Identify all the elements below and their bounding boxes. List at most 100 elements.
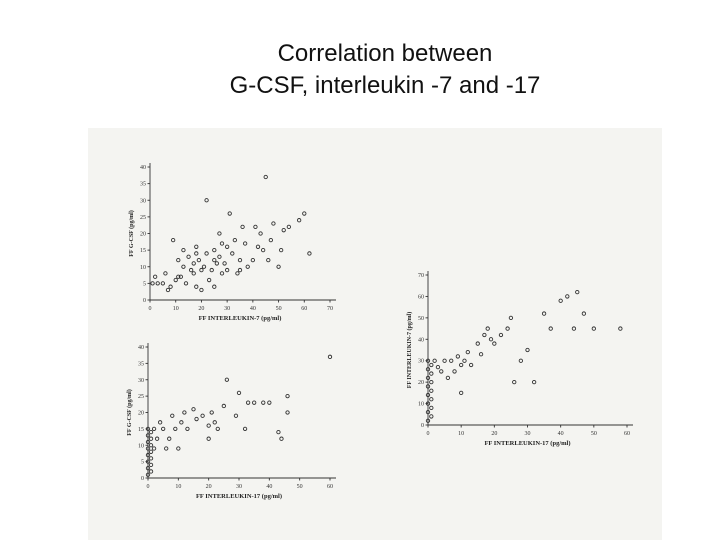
data-point: [167, 436, 172, 441]
data-point: [465, 349, 470, 355]
data-point: [145, 426, 151, 432]
data-point: [173, 426, 178, 432]
data-point: [452, 369, 457, 374]
data-point: [152, 274, 158, 279]
data-point: [285, 410, 290, 415]
scanned-figure-background: [88, 128, 662, 540]
data-point: [170, 237, 176, 243]
data-point: [462, 358, 467, 363]
data-point: [170, 413, 175, 418]
data-point: [173, 277, 178, 283]
data-point: [435, 364, 441, 370]
data-point: [148, 462, 154, 468]
x-tick-label: 10: [175, 484, 181, 490]
data-point: [150, 281, 155, 286]
data-point: [307, 251, 312, 256]
data-point: [215, 426, 220, 432]
data-point: [237, 267, 243, 273]
x-axis-label: FF INTERLEUKIN-7 (pg/ml): [199, 315, 282, 322]
data-point: [179, 420, 184, 425]
y-axis-label: FF G-CSF (pg/ml): [128, 210, 135, 257]
y-axis-label: FF G-CSF (pg/ml): [126, 389, 133, 436]
data-point: [242, 241, 248, 246]
data-point: [281, 228, 286, 233]
data-point: [525, 347, 530, 353]
x-tick-label: 50: [276, 306, 282, 312]
data-point: [224, 267, 230, 273]
data-point: [267, 400, 272, 405]
data-point: [548, 326, 553, 331]
scatter-chart-2: 0 10 20 30 40 50 60 0 5 10 15 20 25 30 35 40 FF INTERLEU…: [126, 343, 336, 500]
title-line-2: G-CSF, interleukin -7 and -17: [229, 72, 541, 99]
data-point: [151, 426, 157, 432]
x-tick-label: 10: [458, 431, 464, 437]
y-tick-label: 10: [140, 265, 146, 271]
data-point: [276, 264, 281, 269]
data-point: [276, 429, 281, 435]
data-point: [432, 358, 437, 363]
data-point: [206, 423, 211, 428]
y-tick-label: 35: [138, 361, 144, 367]
data-point: [204, 251, 209, 256]
data-point: [145, 433, 151, 438]
data-point: [442, 358, 447, 363]
data-point: [185, 426, 190, 432]
data-point: [459, 362, 464, 368]
data-point: [188, 267, 194, 273]
data-point: [183, 281, 189, 286]
data-point: [145, 446, 151, 451]
x-tick-label: 60: [301, 306, 307, 312]
data-point: [199, 267, 204, 273]
data-point: [240, 224, 245, 230]
data-point: [498, 332, 504, 338]
y-tick-label: 25: [140, 215, 146, 221]
data-point: [219, 271, 225, 276]
y-tick-label: 0: [421, 423, 424, 429]
x-tick-label: 10: [173, 306, 179, 312]
y-tick-label: 0: [143, 298, 146, 304]
data-point: [512, 379, 517, 385]
data-point: [176, 257, 181, 263]
data-point: [227, 211, 232, 216]
y-tick-label: 60: [418, 294, 424, 300]
x-tick-label: 60: [624, 431, 630, 437]
data-point: [488, 337, 494, 342]
data-point: [271, 221, 276, 226]
data-point: [302, 211, 307, 216]
data-point: [157, 420, 163, 425]
x-tick-label: 30: [236, 484, 242, 490]
data-point: [531, 379, 537, 385]
y-tick-label: 0: [141, 476, 144, 482]
data-point: [260, 247, 266, 253]
data-point: [575, 289, 580, 295]
x-tick-label: 20: [198, 306, 204, 312]
data-point: [245, 400, 251, 405]
data-point: [204, 198, 209, 203]
data-point: [181, 264, 186, 269]
y-tick-label: 30: [140, 198, 146, 204]
data-point: [468, 362, 474, 368]
data-point: [518, 358, 524, 363]
y-tick-label: 15: [138, 427, 144, 433]
x-tick-label: 40: [266, 484, 272, 490]
scatter-chart-1: 0 10 20 30 40 50 60 70 0 5 10 15 20 25 30 35 40 FF INTERL…: [128, 163, 336, 322]
y-tick-label: 30: [138, 378, 144, 384]
data-point: [209, 410, 214, 415]
data-point: [148, 429, 154, 435]
data-point: [258, 231, 263, 236]
data-point: [206, 277, 212, 283]
data-point: [196, 257, 202, 263]
data-point: [194, 284, 199, 289]
data-point: [148, 436, 154, 441]
data-point: [475, 341, 480, 346]
data-point: [255, 244, 261, 249]
x-tick-label: 50: [297, 484, 303, 490]
y-tick-label: 20: [418, 380, 424, 386]
data-point: [222, 261, 227, 266]
x-tick-label: 40: [250, 306, 256, 312]
y-axis-label: FF INTERLEUKIN-7 (pg/ml): [406, 312, 413, 388]
y-tick-label: 40: [418, 337, 424, 343]
data-point: [214, 261, 220, 266]
x-tick-label: 0: [149, 306, 152, 312]
